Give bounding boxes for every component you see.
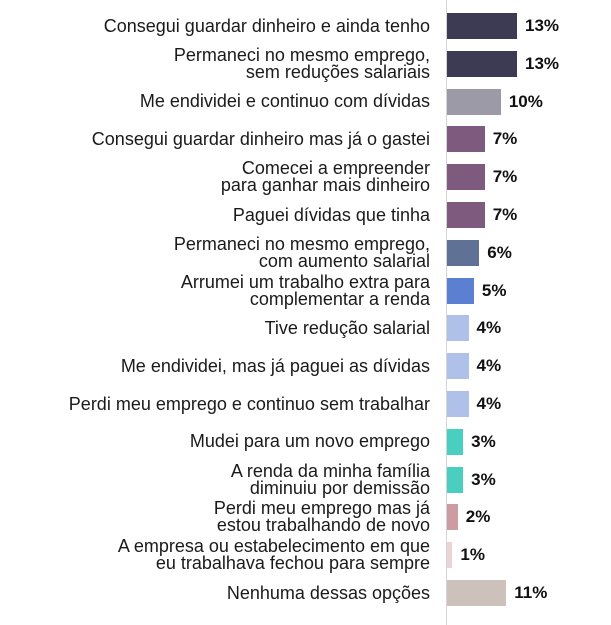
category-label: Consegui guardar dinheiro mas já o gaste…	[10, 128, 430, 149]
bar	[447, 391, 469, 417]
category-label-line: Me endividei e continuo com dívidas	[139, 91, 430, 112]
bar	[447, 353, 469, 380]
baseline-axis	[446, 0, 447, 625]
value-label: 4%	[476, 356, 502, 376]
category-label: Me endividei e continuo com dívidas	[10, 91, 430, 112]
value-label: 13%	[525, 16, 560, 35]
bar	[447, 88, 501, 115]
category-label-line: Me endividei, mas já paguei as dívidas	[120, 355, 430, 376]
category-label: Permaneci no mesmo emprego, sem reduções …	[10, 44, 430, 82]
value-label: 13%	[525, 53, 560, 73]
category-label: Consegui guardar dinheiro e ainda tenho	[10, 15, 430, 36]
bar	[447, 580, 507, 606]
category-label-line: Nenhuma dessas opções	[226, 582, 430, 603]
bar	[447, 277, 474, 304]
value-label: 7%	[492, 205, 518, 224]
value-label: 3%	[471, 469, 496, 489]
category-label-line: Paguei dívidas que tinha	[232, 204, 430, 225]
bar	[447, 13, 517, 39]
category-label-line: Permaneci no mesmo emprego,	[173, 233, 430, 254]
value-label: 4%	[476, 394, 502, 413]
category-label: A empresa ou estabelecimento em que eu tr…	[10, 536, 430, 574]
bar	[447, 542, 453, 569]
value-label: 5%	[481, 280, 507, 300]
value-label: 3%	[471, 431, 496, 451]
bar	[447, 50, 517, 77]
value-label: 1%	[460, 545, 485, 565]
category-label: Perdi meu emprego mas já estou trabalhand…	[10, 498, 430, 536]
category-label-line: Comecei a empreender	[241, 158, 430, 179]
value-label: 6%	[487, 242, 512, 262]
category-label-line: Tive redução salarial	[264, 317, 430, 338]
category-label-line: Consegui guardar dinheiro e ainda tenho	[103, 15, 430, 36]
bar	[447, 126, 485, 153]
category-label: Mudei para um novo emprego	[10, 431, 430, 452]
value-label: 4%	[476, 318, 502, 338]
bar	[447, 504, 458, 531]
category-label-line: Perdi meu emprego mas já	[213, 498, 430, 519]
value-label: 7%	[492, 167, 518, 187]
category-label: Paguei dívidas que tinha	[10, 204, 430, 225]
value-label: 11%	[514, 583, 548, 602]
bar	[447, 315, 469, 342]
category-label-line: eu trabalhava fechou para sempre	[155, 553, 430, 574]
category-label: Perdi meu emprego e continuo sem trabalh…	[10, 393, 430, 414]
category-label: Nenhuma dessas opções	[10, 582, 430, 603]
category-label-line: Arrumei um trabalho extra para	[180, 271, 430, 292]
category-label-line: A empresa ou estabelecimento em que	[117, 536, 430, 557]
category-label-line: com aumento salarial	[258, 250, 430, 271]
category-label: Arrumei um trabalho extra para complement…	[10, 271, 430, 309]
category-label-line: diminuiu por demissão	[249, 477, 430, 498]
bar	[447, 239, 480, 266]
category-label-line: Consegui guardar dinheiro mas já o gaste…	[91, 128, 430, 149]
category-label-line: Perdi meu emprego e continuo sem trabalh…	[68, 393, 430, 414]
category-label-line: Mudei para um novo emprego	[189, 431, 430, 452]
bar	[447, 428, 464, 455]
value-label: 10%	[508, 91, 543, 111]
category-label: Tive redução salarial	[10, 317, 430, 338]
category-label-line: A renda da minha família	[230, 460, 430, 481]
bar	[447, 466, 464, 493]
category-label-line: sem reduções salariais	[245, 61, 430, 82]
category-label-line: estou trabalhando de novo	[216, 515, 430, 536]
category-label-line: complementar a renda	[249, 288, 430, 309]
category-label: Permaneci no mesmo emprego, com aumento s…	[10, 233, 430, 271]
category-label: Comecei a empreender para ganhar mais din…	[10, 158, 430, 196]
category-label-line: Permaneci no mesmo emprego,	[173, 44, 430, 65]
category-label-line: para ganhar mais dinheiro	[220, 175, 430, 196]
value-label: 7%	[492, 129, 518, 149]
value-label: 2%	[465, 507, 491, 527]
category-label: Me endividei, mas já paguei as dívidas	[10, 355, 430, 376]
bar	[447, 202, 485, 228]
category-label: A renda da minha família diminuiu por dem…	[10, 460, 430, 498]
bar	[447, 164, 485, 191]
